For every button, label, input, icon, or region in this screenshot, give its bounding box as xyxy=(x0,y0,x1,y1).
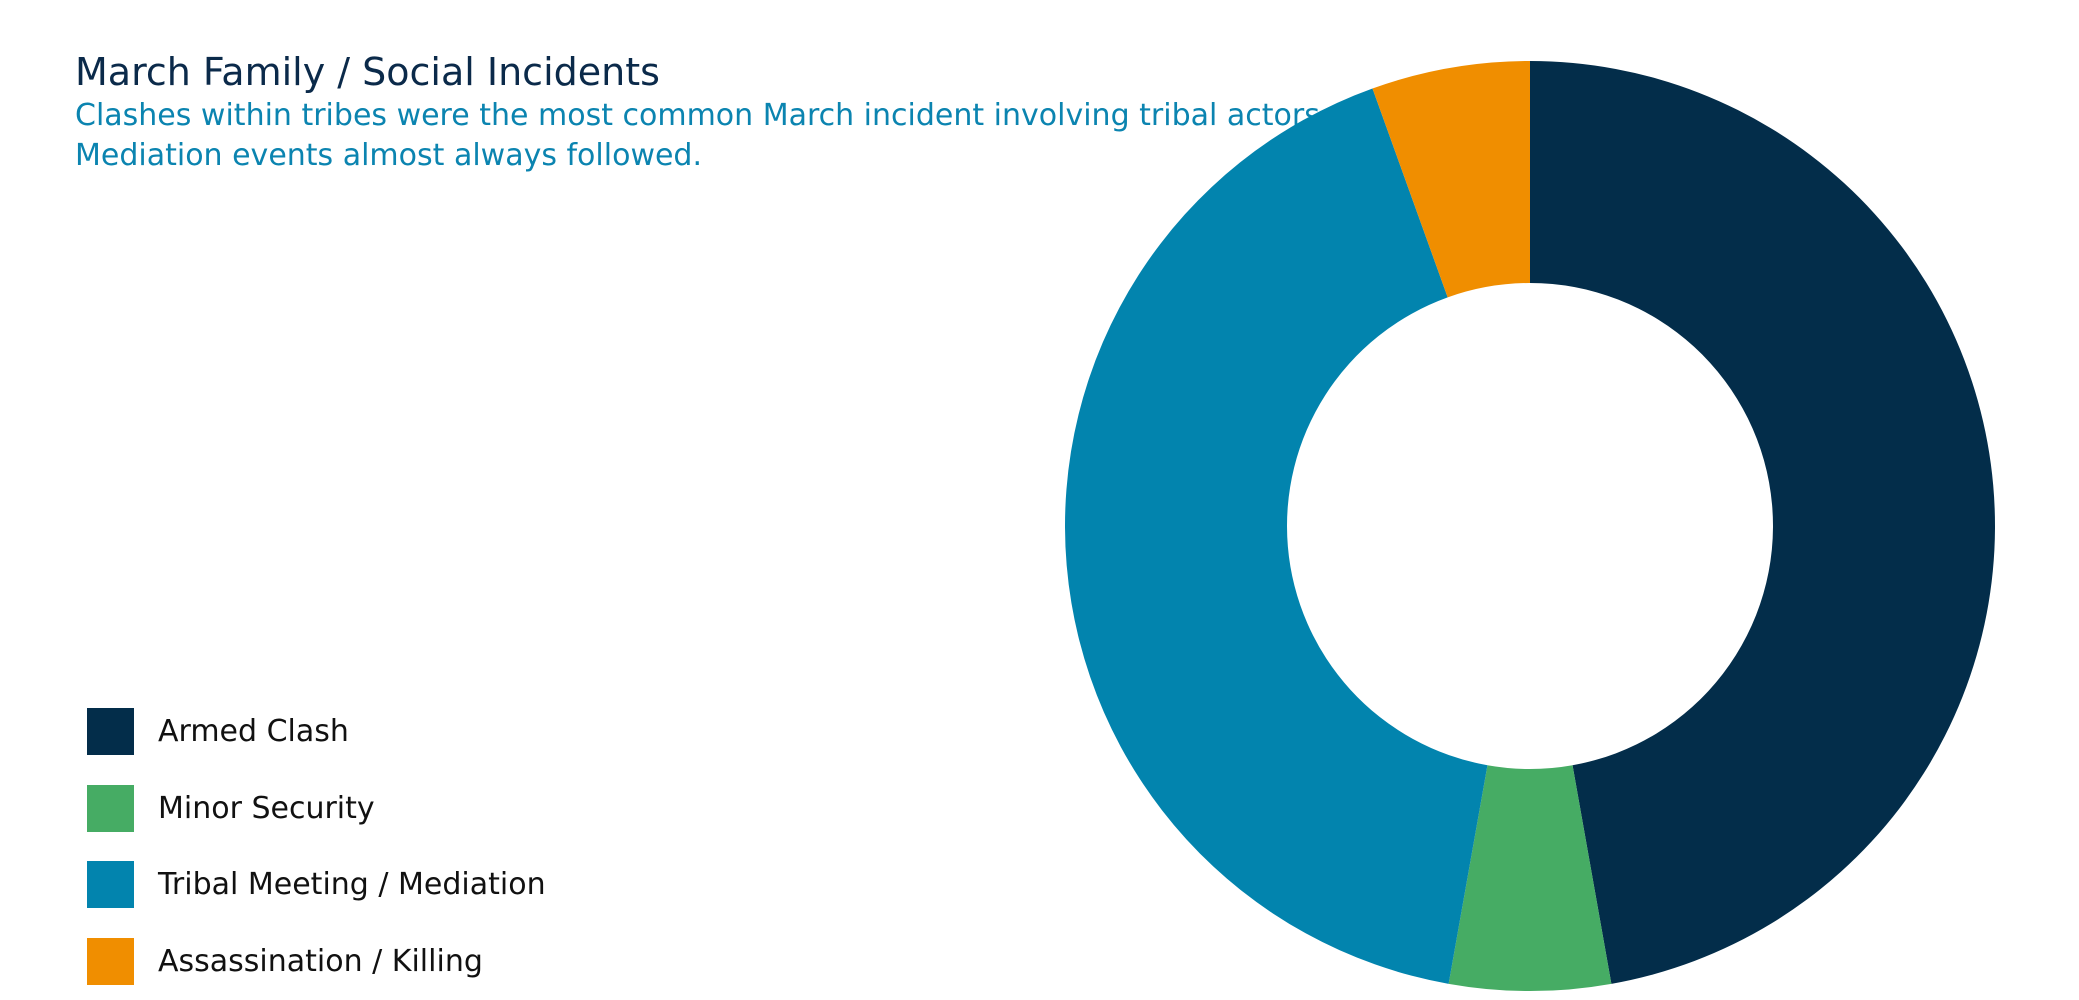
subtitle-line-2: Mediation events almost always followed. xyxy=(75,138,703,173)
legend-swatch-armed-clash xyxy=(87,707,134,755)
legend-label-assassination: Assassination / Killing xyxy=(158,943,483,979)
donut-slice-assassination xyxy=(1372,61,1530,298)
legend-item-tribal-meeting: Tribal Meeting / Mediation xyxy=(87,860,546,908)
chart-title: March Family / Social Incidents xyxy=(75,50,660,94)
legend-swatch-minor-security xyxy=(87,784,134,832)
donut-slice-tribal-meeting xyxy=(1064,88,1488,984)
legend-item-minor-security: Minor Security xyxy=(87,784,375,832)
legend-swatch-tribal-meeting xyxy=(87,860,134,908)
legend-swatch-assassination xyxy=(87,937,134,985)
legend-item-assassination: Assassination / Killing xyxy=(87,937,483,985)
donut-slice-minor-security xyxy=(1448,765,1612,991)
legend-label-armed-clash: Armed Clash xyxy=(158,713,349,749)
legend-label-minor-security: Minor Security xyxy=(158,790,375,826)
chart-subtitle: Clashes within tribes were the most comm… xyxy=(75,96,1329,176)
legend-label-tribal-meeting: Tribal Meeting / Mediation xyxy=(158,866,546,902)
donut-slice-armed-clash xyxy=(1530,61,1996,984)
subtitle-line-1: Clashes within tribes were the most comm… xyxy=(75,98,1330,133)
legend-item-armed-clash: Armed Clash xyxy=(87,707,349,755)
